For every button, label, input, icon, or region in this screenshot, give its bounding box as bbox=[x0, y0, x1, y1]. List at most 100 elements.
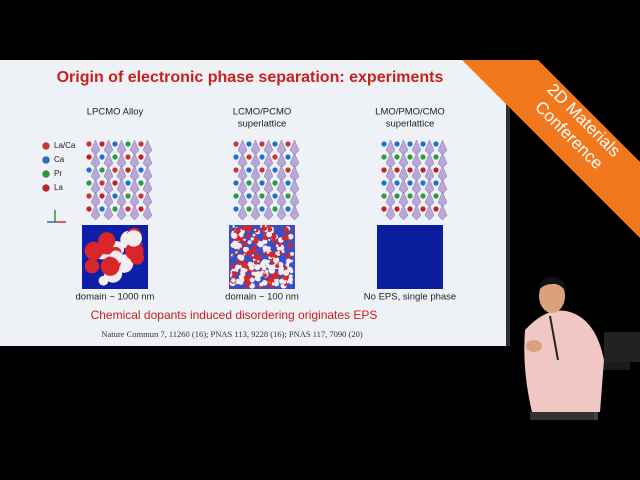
atom bbox=[112, 141, 118, 147]
domain-blob bbox=[254, 228, 257, 231]
domain-blob bbox=[100, 256, 120, 276]
domain-blob bbox=[125, 230, 142, 247]
legend-label: Pr bbox=[54, 169, 62, 178]
atom bbox=[420, 154, 426, 160]
slide-title: Origin of electronic phase separation: e… bbox=[57, 69, 444, 86]
domain-blob bbox=[251, 254, 255, 257]
atom bbox=[394, 206, 400, 212]
domain-blob bbox=[246, 233, 251, 238]
domain-blob bbox=[231, 232, 238, 239]
domain-blob bbox=[283, 275, 288, 281]
hair bbox=[539, 276, 567, 292]
slide-content: La/Ca Ca Pr La LPCMO Alloy domain ~ 1000 nm LC… bbox=[42, 107, 456, 339]
octahedron bbox=[116, 204, 127, 221]
domain-blob bbox=[262, 228, 265, 231]
atom bbox=[112, 167, 118, 173]
domain-blob bbox=[232, 225, 235, 228]
domain-blob bbox=[247, 229, 251, 233]
domain-blob bbox=[229, 263, 232, 266]
atom bbox=[138, 193, 144, 199]
domain-blob bbox=[287, 243, 292, 248]
atom bbox=[138, 154, 144, 160]
domain-blob bbox=[252, 233, 256, 237]
atom bbox=[112, 154, 118, 160]
trousers bbox=[530, 412, 594, 420]
domain-blob bbox=[239, 277, 245, 283]
atom bbox=[86, 180, 92, 186]
domain-blob bbox=[140, 242, 143, 245]
domain-blob bbox=[246, 281, 251, 286]
atom bbox=[420, 193, 426, 199]
domain-blob bbox=[253, 260, 259, 265]
octahedron bbox=[103, 204, 114, 221]
atom bbox=[285, 167, 291, 173]
atom bbox=[246, 154, 252, 160]
atom bbox=[272, 193, 278, 199]
domain-blob bbox=[282, 231, 285, 235]
domain-blob bbox=[275, 263, 280, 268]
domain-blob bbox=[268, 278, 274, 283]
domain-blob bbox=[267, 278, 271, 282]
legend-label: La bbox=[54, 183, 63, 192]
domain-blob bbox=[242, 227, 245, 230]
domain-blob bbox=[235, 264, 241, 270]
atom bbox=[394, 154, 400, 160]
atom bbox=[381, 206, 387, 212]
domain-blob bbox=[263, 273, 267, 278]
laptop bbox=[604, 332, 640, 362]
atom bbox=[272, 141, 278, 147]
legend-dot bbox=[42, 156, 50, 164]
atom bbox=[233, 180, 239, 186]
panel-caption: No EPS, single phase bbox=[364, 292, 456, 303]
atom bbox=[125, 167, 131, 173]
atom bbox=[125, 193, 131, 199]
domain-blob bbox=[232, 254, 236, 257]
atom bbox=[272, 154, 278, 160]
domain-blob bbox=[285, 258, 292, 264]
domain-blob bbox=[287, 233, 294, 240]
panel-heading: superlattice bbox=[238, 119, 287, 130]
atom bbox=[246, 167, 252, 173]
domain-blob bbox=[278, 262, 284, 267]
atom bbox=[420, 180, 426, 186]
legend-dot bbox=[42, 142, 50, 150]
atom bbox=[381, 141, 387, 147]
atom bbox=[285, 154, 291, 160]
domain-blob bbox=[279, 278, 285, 284]
reference: Nature Commun 7, 11260 (16); PNAS 113, 9… bbox=[101, 329, 363, 339]
atom bbox=[246, 193, 252, 199]
domain-blob bbox=[265, 263, 270, 268]
domain-blob bbox=[287, 277, 294, 283]
domain-blob bbox=[235, 269, 239, 273]
octahedron bbox=[129, 204, 140, 221]
atom bbox=[259, 180, 265, 186]
domain-blob bbox=[268, 238, 271, 242]
domain-blob bbox=[251, 271, 256, 276]
atom bbox=[272, 167, 278, 173]
domain-blob bbox=[280, 283, 285, 288]
panel-caption: domain ~ 100 nm bbox=[225, 292, 299, 303]
domain-blob bbox=[282, 241, 285, 245]
octahedron bbox=[142, 204, 153, 221]
domain-blob bbox=[259, 256, 262, 259]
panel-heading: LMO/PMO/CMO bbox=[375, 107, 445, 118]
domain-blob bbox=[249, 277, 255, 283]
atom bbox=[272, 180, 278, 186]
domain-blob bbox=[232, 240, 238, 247]
domain-blob bbox=[231, 274, 235, 279]
atom bbox=[381, 193, 387, 199]
atom bbox=[112, 180, 118, 186]
domain-blob bbox=[275, 249, 278, 252]
domain-blob bbox=[241, 263, 246, 268]
domain-blob bbox=[276, 246, 281, 251]
domain-blob bbox=[261, 265, 267, 271]
atom bbox=[407, 180, 413, 186]
domain-blob bbox=[251, 246, 258, 253]
atom bbox=[233, 141, 239, 147]
octahedron bbox=[289, 204, 300, 221]
atom bbox=[125, 180, 131, 186]
octahedron bbox=[276, 204, 287, 221]
atom bbox=[112, 193, 118, 199]
atom bbox=[433, 167, 439, 173]
atom bbox=[86, 206, 92, 212]
